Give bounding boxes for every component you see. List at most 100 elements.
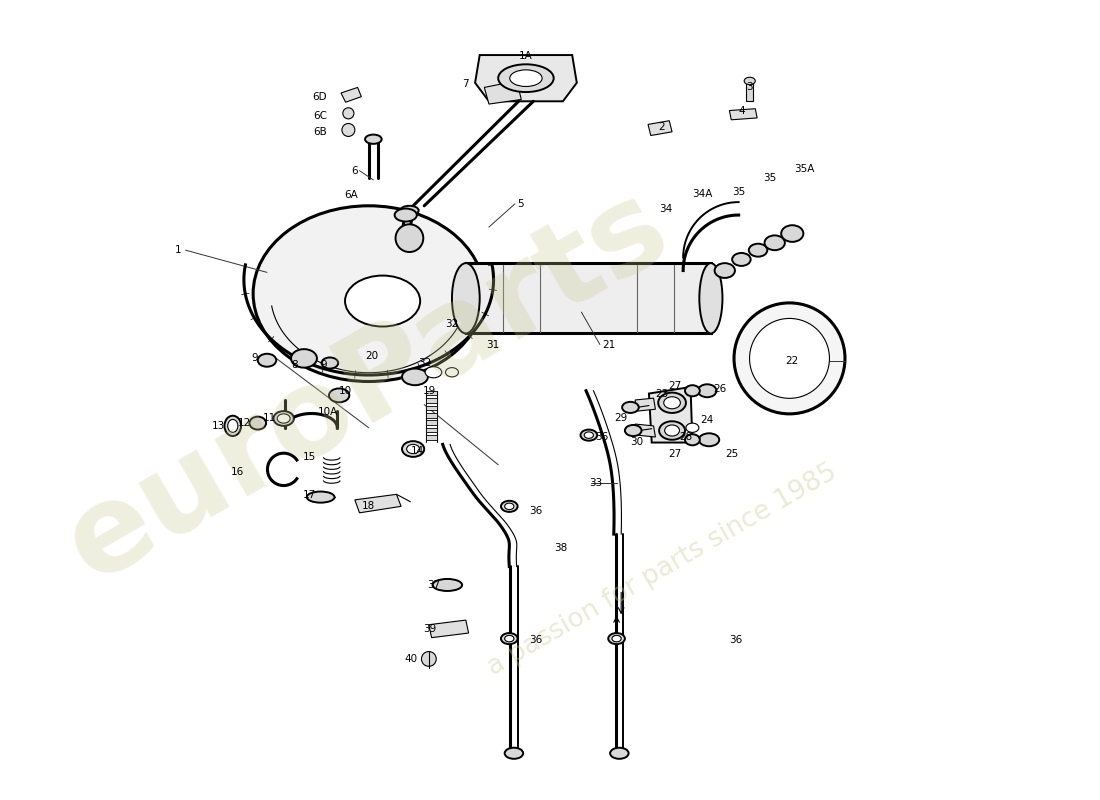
Bar — [426, 413, 437, 418]
Text: 30: 30 — [630, 437, 644, 446]
Circle shape — [342, 123, 355, 137]
Bar — [426, 420, 437, 425]
Circle shape — [396, 224, 424, 252]
Ellipse shape — [612, 635, 621, 642]
Polygon shape — [484, 81, 521, 104]
Polygon shape — [429, 620, 469, 638]
Text: 36: 36 — [529, 506, 542, 516]
Ellipse shape — [224, 416, 241, 436]
Text: 38: 38 — [553, 543, 566, 553]
Ellipse shape — [402, 369, 428, 386]
Text: 3: 3 — [746, 82, 752, 93]
Ellipse shape — [686, 423, 698, 432]
Ellipse shape — [698, 384, 716, 398]
Ellipse shape — [700, 263, 723, 334]
Ellipse shape — [452, 263, 480, 334]
Text: 12: 12 — [238, 418, 251, 428]
Ellipse shape — [400, 206, 419, 215]
Text: 6A: 6A — [344, 190, 358, 200]
Text: 35: 35 — [733, 187, 746, 197]
Ellipse shape — [407, 444, 419, 454]
Text: 35A: 35A — [794, 164, 814, 174]
Bar — [746, 81, 754, 102]
Ellipse shape — [685, 434, 700, 446]
Text: 26: 26 — [714, 384, 727, 394]
Ellipse shape — [505, 635, 514, 642]
Ellipse shape — [402, 441, 425, 457]
Text: 31: 31 — [486, 339, 499, 350]
Ellipse shape — [345, 275, 420, 326]
Ellipse shape — [274, 411, 294, 426]
Ellipse shape — [610, 748, 628, 759]
Text: 10A: 10A — [318, 407, 338, 417]
Ellipse shape — [253, 206, 484, 382]
Ellipse shape — [505, 503, 514, 510]
Polygon shape — [341, 87, 361, 102]
Circle shape — [734, 303, 845, 414]
Text: a passion for parts since 1985: a passion for parts since 1985 — [483, 459, 842, 681]
Ellipse shape — [307, 491, 334, 502]
Ellipse shape — [500, 633, 518, 644]
Text: 25: 25 — [725, 449, 738, 458]
Text: 17: 17 — [302, 490, 316, 500]
Text: 10: 10 — [339, 386, 352, 396]
Ellipse shape — [509, 70, 542, 86]
Circle shape — [343, 108, 354, 119]
Text: 33: 33 — [588, 478, 602, 488]
Polygon shape — [649, 387, 692, 442]
Text: 37: 37 — [428, 580, 441, 590]
Text: 27: 27 — [668, 449, 681, 458]
Text: 8: 8 — [290, 360, 297, 370]
Text: 28: 28 — [679, 432, 692, 442]
Ellipse shape — [584, 432, 594, 438]
Text: 21: 21 — [602, 339, 615, 350]
Ellipse shape — [395, 209, 417, 222]
Ellipse shape — [498, 64, 553, 92]
Text: 18: 18 — [362, 502, 375, 511]
Ellipse shape — [659, 422, 685, 440]
Text: 11: 11 — [263, 414, 276, 423]
Ellipse shape — [625, 425, 641, 436]
Ellipse shape — [277, 414, 290, 423]
Text: 32: 32 — [446, 319, 459, 329]
Polygon shape — [475, 55, 576, 102]
Bar — [465, 263, 711, 334]
Text: 9: 9 — [251, 354, 257, 363]
Text: 32: 32 — [418, 358, 431, 368]
Text: 24: 24 — [700, 415, 713, 426]
Ellipse shape — [250, 417, 266, 430]
Text: 22: 22 — [785, 356, 799, 366]
Polygon shape — [355, 494, 402, 513]
Text: 4: 4 — [738, 106, 746, 115]
Ellipse shape — [500, 501, 518, 512]
Text: 13: 13 — [212, 421, 226, 431]
Ellipse shape — [715, 263, 735, 278]
Text: 36: 36 — [729, 635, 743, 646]
Bar — [426, 428, 437, 432]
Text: 9: 9 — [320, 360, 328, 370]
Bar — [426, 398, 437, 402]
Text: 36: 36 — [529, 635, 542, 646]
Text: 5: 5 — [517, 199, 524, 209]
Ellipse shape — [623, 402, 639, 413]
Text: 7: 7 — [462, 78, 469, 89]
Text: 6: 6 — [351, 166, 358, 176]
Ellipse shape — [764, 235, 785, 250]
Circle shape — [749, 318, 829, 398]
Ellipse shape — [658, 393, 686, 413]
Ellipse shape — [749, 244, 768, 257]
Text: 2: 2 — [658, 122, 664, 132]
Polygon shape — [729, 109, 757, 120]
Ellipse shape — [425, 366, 442, 378]
Text: 29: 29 — [615, 414, 628, 423]
Text: 36: 36 — [595, 432, 608, 442]
Ellipse shape — [745, 78, 756, 85]
Circle shape — [421, 651, 437, 666]
Text: 1A: 1A — [519, 51, 532, 61]
Text: 35: 35 — [763, 173, 777, 183]
Ellipse shape — [321, 358, 338, 369]
Ellipse shape — [663, 397, 681, 409]
Text: 14: 14 — [410, 446, 424, 456]
Text: 34A: 34A — [692, 189, 713, 198]
Ellipse shape — [365, 134, 382, 144]
